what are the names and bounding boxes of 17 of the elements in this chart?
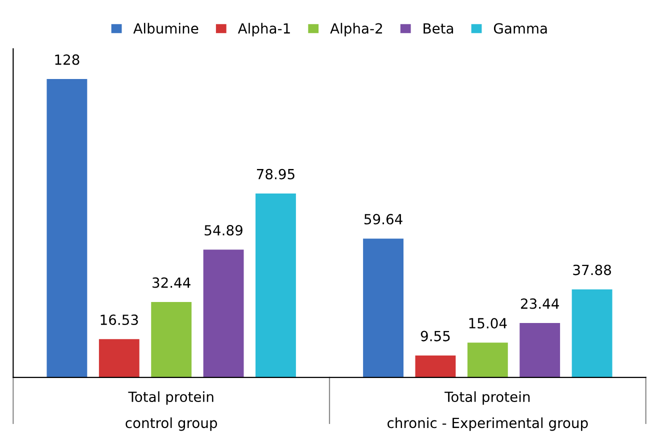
data-label: 37.88 <box>573 264 611 276</box>
data-label: 59.64 <box>364 214 402 224</box>
legend-label: Alpha-2 <box>330 22 382 36</box>
data-label: 32.44 <box>152 277 190 288</box>
data-label: 9.55 <box>420 330 450 342</box>
legend-label: Alpha-1 <box>238 22 290 36</box>
data-label: 23.44 <box>520 298 559 309</box>
x-tick-label: Total protein chronic - Experimental group <box>388 391 588 431</box>
data-label: 15.04 <box>469 318 507 328</box>
legend-label: Beta <box>424 23 454 34</box>
data-label: 128 <box>55 54 80 65</box>
x-tick-label: Total protein control group <box>126 391 218 431</box>
data-label: 78.95 <box>256 168 294 180</box>
legend-label: Gamma <box>494 23 547 34</box>
data-label: 16.53 <box>100 314 138 326</box>
legend-label: Albumine <box>133 22 198 34</box>
data-label: 54.89 <box>204 225 242 236</box>
